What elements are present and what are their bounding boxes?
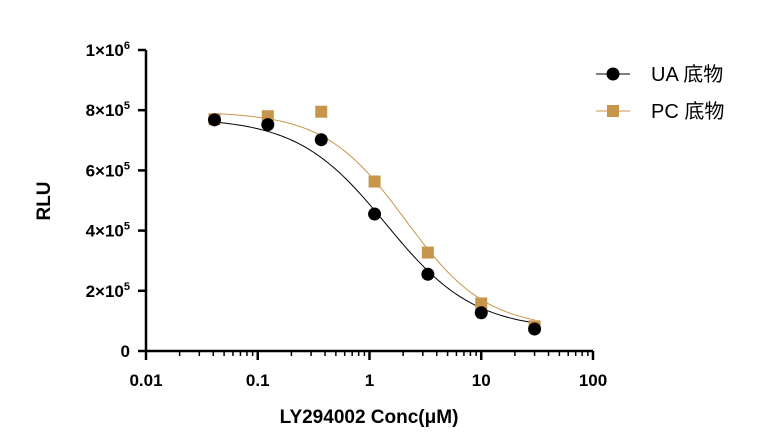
x-tick-label: 1 xyxy=(365,371,374,390)
ua-data-point xyxy=(421,267,435,281)
y-tick-exponent: 5 xyxy=(124,100,130,112)
legend-label-ua: UA 底物 xyxy=(651,63,723,86)
axes xyxy=(144,50,593,353)
y-tick-base: 8×10 xyxy=(86,101,124,120)
pc-data-point xyxy=(421,246,434,259)
y-tick-exponent: 5 xyxy=(124,221,130,233)
x-tick-label: 10 xyxy=(472,371,491,390)
ua-data-point xyxy=(207,113,221,127)
y-tick-label: 0 xyxy=(121,342,130,361)
x-tick-label: 0.1 xyxy=(246,371,270,390)
pc-data-point xyxy=(475,297,488,310)
y-tick-base: 4×10 xyxy=(86,222,124,241)
legend-label-pc: PC 底物 xyxy=(651,100,724,123)
y-tick-base: 6×10 xyxy=(86,161,124,180)
ua-data-point xyxy=(314,133,328,147)
y-axis-title: RLU xyxy=(34,181,55,220)
x-tick-label: 0.01 xyxy=(129,371,162,390)
ua-data-point xyxy=(368,207,382,221)
y-tick-label: 2×105 xyxy=(86,281,130,301)
y-tick-base: 1×10 xyxy=(86,41,124,60)
fit-curve-ua xyxy=(214,121,535,324)
legend-marker-ua xyxy=(606,67,620,81)
pc-data-point xyxy=(368,175,381,188)
x-tick-label: 100 xyxy=(579,371,607,390)
ua-data-point xyxy=(261,118,275,132)
ua-data-point xyxy=(474,306,488,320)
ua-data-point xyxy=(528,322,542,336)
legend-marker-pc xyxy=(607,105,619,117)
x-ticks: 0.01 0.1 1 10 100 xyxy=(129,351,607,390)
y-tick-exponent: 5 xyxy=(124,160,130,172)
y-tick-exponent: 6 xyxy=(124,40,130,52)
y-tick-label: 8×105 xyxy=(86,100,130,120)
legend-item-ua: UA 底物 xyxy=(596,63,723,86)
y-tick-base: 2×10 xyxy=(86,282,124,301)
y-tick-label: 1×106 xyxy=(86,40,130,60)
pc-data-point xyxy=(315,105,328,118)
y-tick-base: 0 xyxy=(121,342,130,361)
y-tick-label: 4×105 xyxy=(86,221,130,241)
x-axis-title: LY294002 Conc(μM) xyxy=(280,407,459,428)
y-tick-exponent: 5 xyxy=(124,281,130,293)
data-points xyxy=(207,105,542,336)
y-tick-label: 6×105 xyxy=(86,160,130,180)
legend-item-pc: PC 底物 xyxy=(596,100,724,123)
legend: UA 底物 PC 底物 xyxy=(596,63,724,123)
